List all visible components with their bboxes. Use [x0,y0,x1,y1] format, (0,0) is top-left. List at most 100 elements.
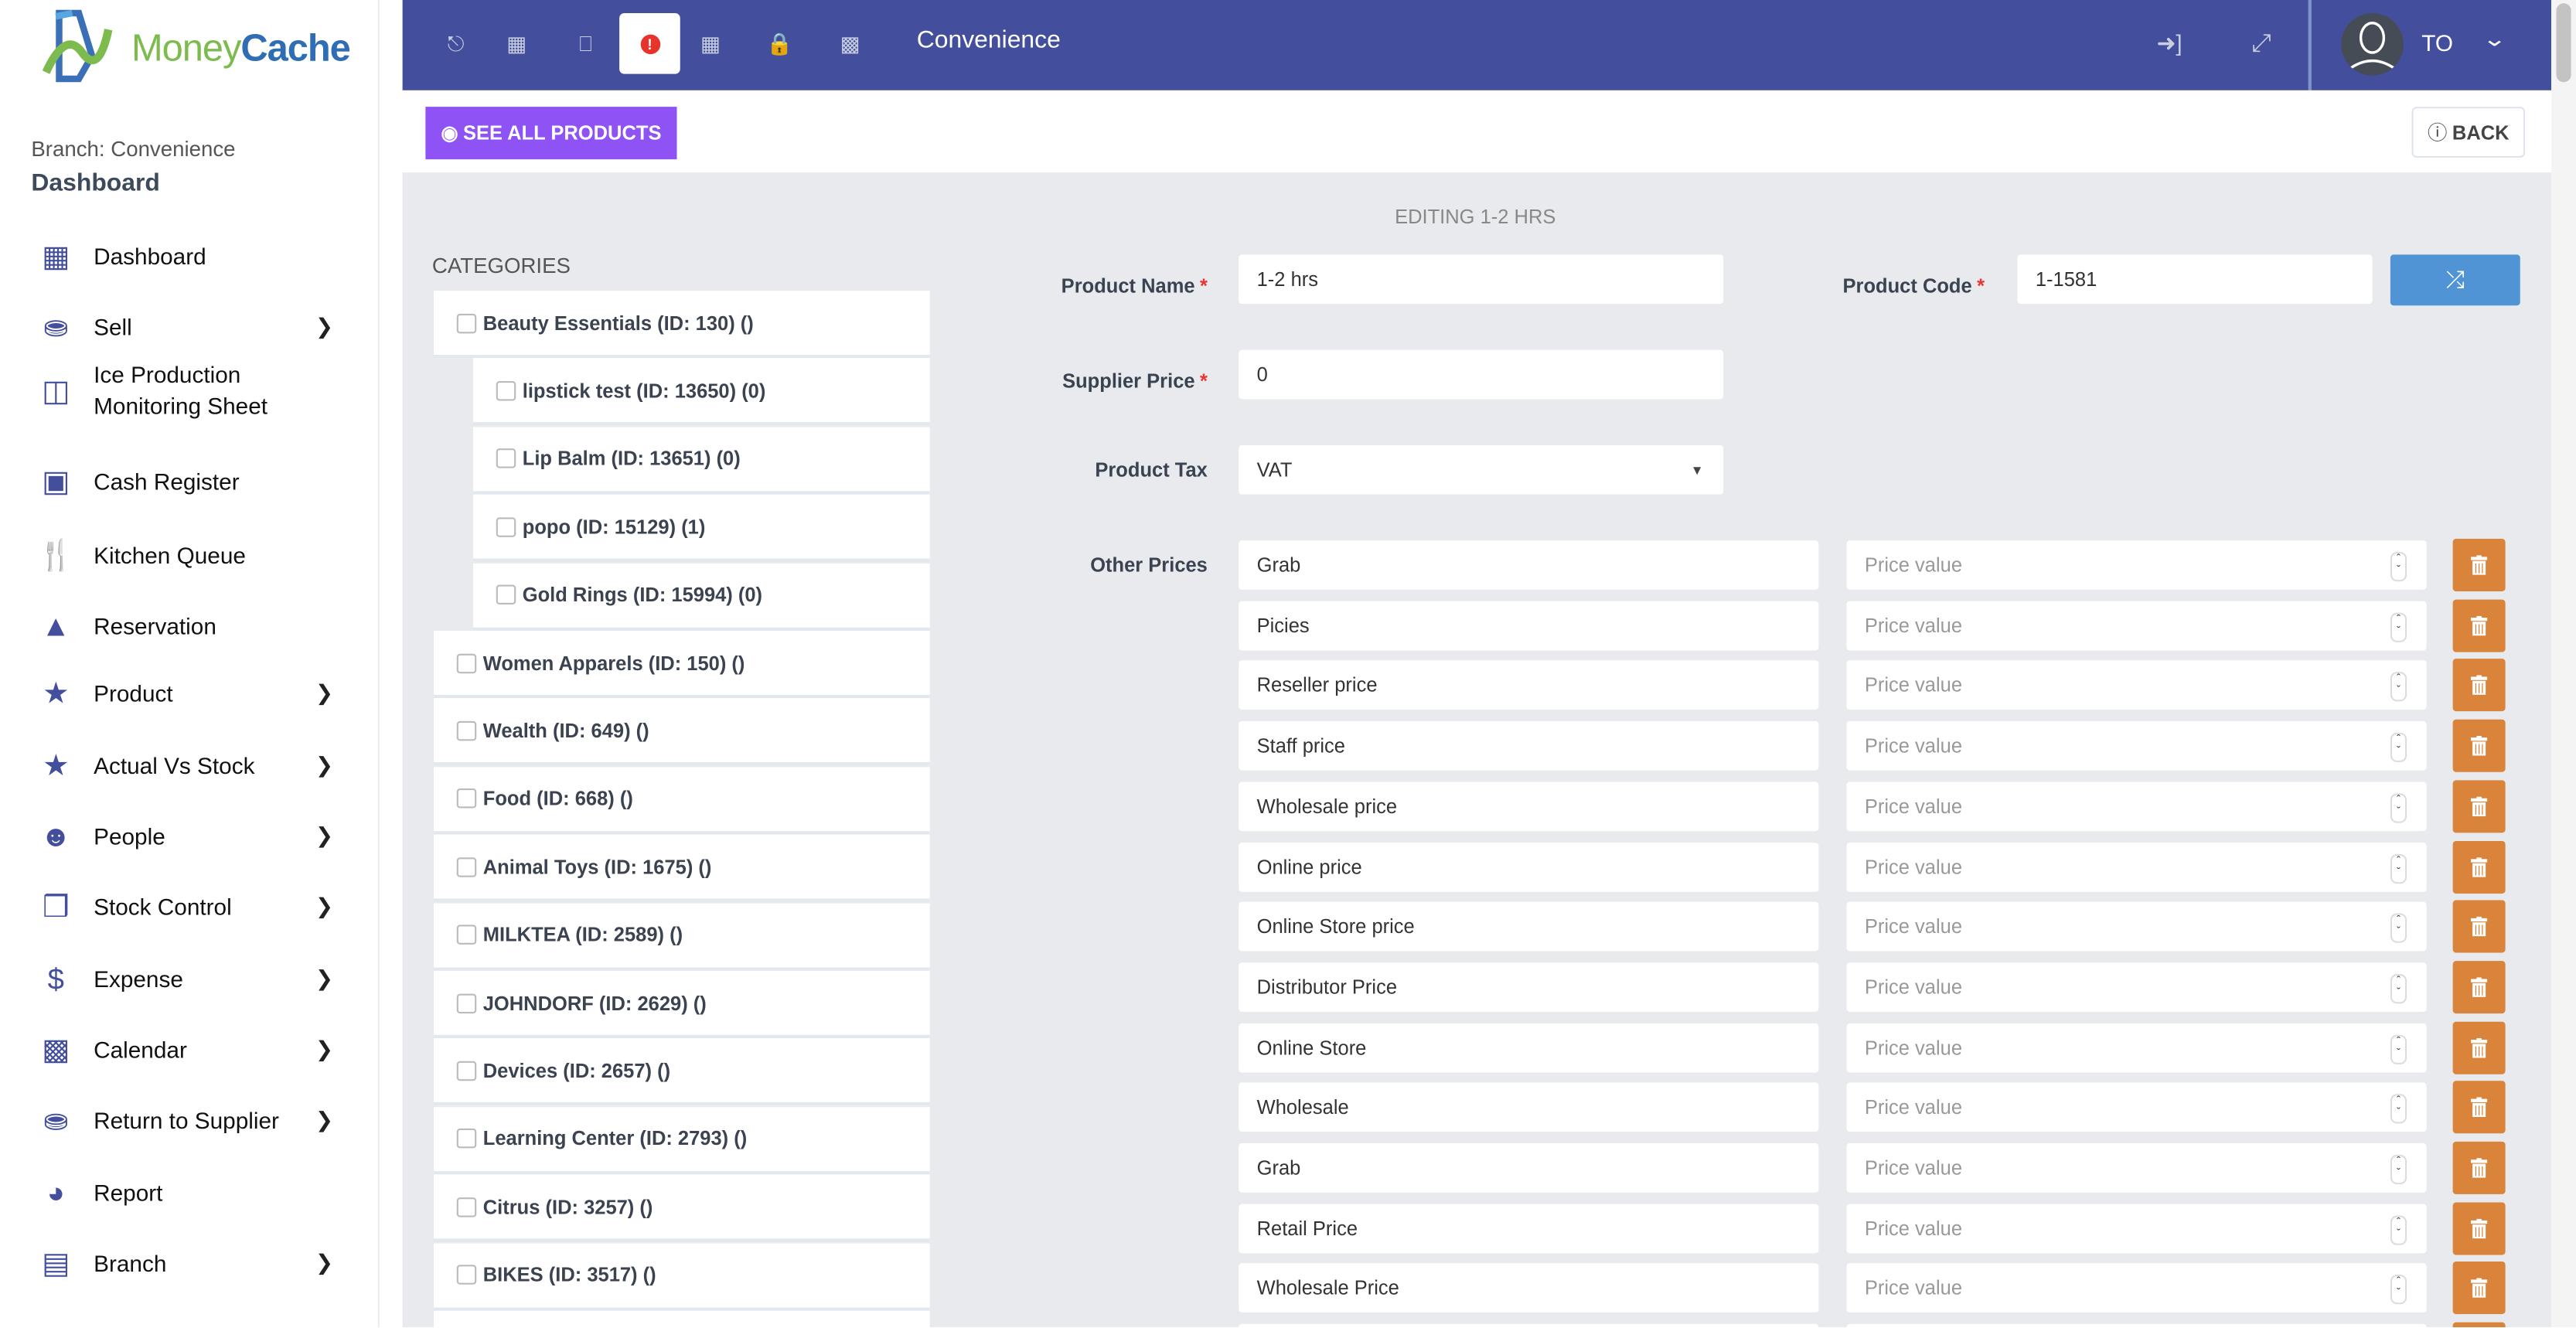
checkbox[interactable] [496,380,516,401]
category-item[interactable]: JOHNDORF (ID: 2629) () [434,970,930,1038]
delete-price-button[interactable] [2452,839,2506,893]
sidebar-item-dashboard[interactable]: ▦ Dashboard [0,226,378,286]
price-value-input[interactable]: Price value ˆ ˇ [1846,1143,2427,1193]
alert-icon[interactable]: ! [619,13,680,74]
sidebar-item-sell[interactable]: ⛂ Sell ❯ [0,298,378,357]
category-item[interactable]: Lip Balm (ID: 13651) (0) [473,427,930,495]
sidebar-item-actual-vs-stock[interactable]: ★ Actual Vs Stock ❯ [0,736,378,795]
checkbox[interactable] [456,1129,477,1149]
price-name-input[interactable]: Grab [1239,540,1819,590]
calculator-icon[interactable]: ▦ [506,30,527,56]
delete-price-button[interactable] [2452,598,2506,652]
price-name-input[interactable]: Retail Price [1239,1203,1819,1253]
price-name-input[interactable] [1239,1323,1819,1327]
sidebar-item-report[interactable]: ◕ Report [0,1163,378,1223]
category-item[interactable]: popo (ID: 15129) (1) [473,495,930,563]
price-name-input[interactable]: Online Store [1239,1023,1819,1072]
checkbox[interactable] [496,448,516,469]
price-name-input[interactable]: Grab [1239,1143,1819,1193]
avatar[interactable] [2341,13,2404,76]
desktop-icon[interactable]: ⎕ [579,30,592,56]
price-value-input[interactable]: Price value ˆ ˇ [1846,1083,2427,1132]
lock-icon[interactable]: 🔒 [766,30,793,56]
sidebar-item-expense[interactable]: $ Expense ❯ [0,949,378,1009]
product-tax-select[interactable]: VAT ▼ [1239,444,1724,495]
price-name-input[interactable]: Distributor Price [1239,962,1819,1012]
hand-dollar-icon[interactable]: ⎋ [447,30,465,56]
checkbox[interactable] [496,584,516,605]
price-value-input[interactable]: Price value ˆ ˇ [1846,1263,2427,1313]
supplier-price-input[interactable]: 0 [1239,349,1724,400]
checkbox[interactable] [456,652,477,673]
price-value-input[interactable] [1846,1323,2427,1327]
category-item[interactable]: Women Apparels (ID: 150) () [434,631,930,699]
checkbox[interactable] [456,720,477,741]
product-name-input[interactable]: 1-2 hrs [1239,254,1724,305]
category-item[interactable]: Animal Toys (ID: 1675) () [434,834,930,903]
delete-price-button[interactable] [2452,779,2506,833]
category-item[interactable]: MILKTEA (ID: 2589) () [434,902,930,971]
sidebar-item-reservation[interactable]: ▲ Reservation [0,596,378,655]
checkbox[interactable] [456,312,477,333]
sidebar-item-stock-control[interactable]: ❒ Stock Control ❯ [0,877,378,937]
back-button[interactable]: ⓘ BACK [2411,107,2526,158]
sidebar-item-people[interactable]: ☻ People ❯ [0,806,378,866]
price-name-input[interactable]: Wholesale [1239,1083,1819,1132]
delete-price-button[interactable] [2452,1201,2506,1255]
generate-code-button[interactable]: ⤮ [2390,254,2520,306]
sidebar-item-calendar[interactable]: ▩ Calendar ❯ [0,1020,378,1080]
category-item[interactable]: Learning Center (ID: 2793) () [434,1106,930,1174]
sidebar-item-product[interactable]: ★ Product ❯ [0,664,378,724]
category-item[interactable]: lipstick test (ID: 13650) (0) [473,359,930,427]
delete-price-button[interactable] [2452,659,2506,712]
login-icon[interactable]: ➜] [2156,29,2182,56]
logo[interactable]: MoneyCache [42,7,371,86]
price-value-input[interactable]: Price value ˆ ˇ [1846,721,2427,771]
price-value-input[interactable]: Price value ˆ ˇ [1846,540,2427,590]
price-name-input[interactable]: Online Store price [1239,902,1819,952]
sidebar-item-cash-register[interactable]: ▣ Cash Register [0,451,378,511]
sidebar-item-kitchen-queue[interactable]: 🍴 Kitchen Queue [0,526,378,585]
delete-price-button[interactable] [2452,1141,2506,1194]
checkbox[interactable] [456,993,477,1013]
price-name-input[interactable]: Picies [1239,601,1819,650]
category-item[interactable]: Citrus (ID: 3257) () [434,1174,930,1242]
delete-price-button[interactable] [2452,1020,2506,1074]
category-item[interactable]: Wealth (ID: 649) () [434,698,930,767]
price-value-input[interactable]: Price value ˆ ˇ [1846,601,2427,650]
category-item[interactable] [434,1310,930,1327]
category-item[interactable]: Gold Rings (ID: 15994) (0) [473,563,930,631]
delete-price-button[interactable] [2452,539,2506,591]
checkbox[interactable] [456,1197,477,1217]
category-item[interactable]: Beauty Essentials (ID: 130) () [434,291,930,359]
price-value-input[interactable]: Price value ˆ ˇ [1846,1203,2427,1253]
see-all-products-button[interactable]: ◉ SEE ALL PRODUCTS [425,107,677,160]
sidebar-item-ice-production-monitoring-sheet[interactable]: ◫ Ice Production Monitoring Sheet [0,358,378,424]
checkbox[interactable] [456,1265,477,1285]
sidebar-item-return-to-supplier[interactable]: ⛂ Return to Supplier ❯ [0,1091,378,1150]
checkbox[interactable] [496,516,516,537]
bar-chart-icon[interactable]: ▩ [840,30,860,56]
category-item[interactable]: Food (ID: 668) () [434,766,930,835]
category-item[interactable]: Devices (ID: 2657) () [434,1038,930,1106]
chevron-down-icon[interactable]: ⌄ [2482,26,2507,51]
price-value-input[interactable]: Price value ˆ ˇ [1846,842,2427,891]
user-initials[interactable]: TO [2421,29,2454,56]
price-value-input[interactable]: Price value ˆ ˇ [1846,1023,2427,1072]
checkbox[interactable] [456,788,477,809]
sidebar-item-branch[interactable]: ▤ Branch ❯ [0,1234,378,1293]
price-name-input[interactable]: Reseller price [1239,661,1819,710]
product-code-input[interactable]: 1-1581 [2017,254,2373,305]
